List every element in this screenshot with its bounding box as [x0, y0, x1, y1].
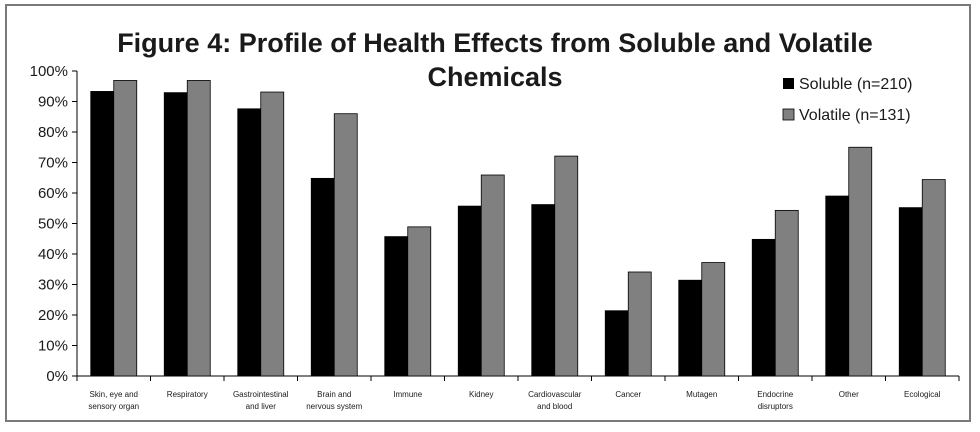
y-tick-label: 50% [38, 216, 68, 233]
category-label: sensory organ [88, 402, 139, 411]
category-label: Immune [393, 390, 422, 399]
bar-volatile [333, 113, 358, 377]
y-tick-label: 20% [38, 307, 68, 324]
legend-label-volatile: Volatile (n=131) [799, 107, 911, 124]
category-label: disruptors [758, 402, 793, 411]
category-label: Respiratory [167, 390, 208, 399]
y-tick-label: 40% [38, 246, 68, 263]
bar-soluble [531, 204, 556, 377]
bar-soluble [90, 91, 115, 377]
bar-volatile [701, 262, 726, 377]
chart-frame: Figure 4: Profile of Health Effects from… [5, 4, 971, 422]
bar-volatile [627, 271, 652, 377]
legend: Soluble (n=210) Volatile (n=131) [782, 76, 912, 124]
bar-soluble [457, 205, 482, 377]
y-tick-label: 0% [46, 368, 68, 385]
bar-volatile [480, 174, 505, 377]
category-label: and blood [537, 402, 572, 411]
y-tick-label: 90% [38, 94, 68, 111]
category-label: Gastrointestinal [233, 390, 289, 399]
bar-chart: Figure 4: Profile of Health Effects from… [30, 28, 960, 411]
category-label: Cardiovascular [528, 390, 582, 399]
legend-swatch-volatile [782, 108, 795, 121]
chart-title-line-2: Chemicals [427, 62, 562, 92]
category-label: nervous system [306, 402, 362, 411]
y-tick-label: 100% [30, 63, 68, 80]
y-tick-label: 80% [38, 124, 68, 141]
chart-title-line-1: Figure 4: Profile of Health Effects from… [117, 28, 873, 58]
bar-volatile [848, 146, 873, 377]
bar-volatile [774, 209, 799, 377]
plot-area: 0% 10% 20% 30% 40% 50% 60% 70% 80% 90% 100% Skin, e… [30, 63, 960, 411]
y-tick-label: 30% [38, 277, 68, 294]
legend-label-soluble: Soluble (n=210) [799, 76, 912, 93]
category-label: Kidney [469, 390, 493, 399]
bar-soluble [898, 207, 923, 377]
category-label: Brain and [317, 390, 351, 399]
bar-volatile [921, 179, 946, 377]
category-label: Endocrine [757, 390, 794, 399]
bar-soluble [384, 236, 409, 377]
bar-soluble [237, 108, 262, 377]
legend-swatch-soluble [783, 78, 794, 89]
bar-volatile [260, 91, 285, 377]
y-tick-label: 10% [38, 338, 68, 355]
bar-volatile [186, 80, 211, 377]
category-label: Cancer [615, 390, 641, 399]
bar-soluble [678, 279, 703, 377]
bar-volatile [113, 80, 138, 377]
bar-soluble [604, 310, 629, 377]
y-tick-label: 70% [38, 155, 68, 172]
y-tick-label: 60% [38, 185, 68, 202]
category-label: Other [839, 390, 859, 399]
bar-soluble [163, 92, 188, 377]
category-label: Mutagen [686, 390, 717, 399]
bar-volatile [407, 226, 432, 377]
category-label: Skin, eye and [90, 390, 138, 399]
bar-soluble [825, 195, 850, 377]
category-label: and liver [246, 402, 277, 411]
bar-soluble [751, 238, 776, 377]
bar-volatile [554, 155, 579, 377]
bar-soluble [310, 177, 335, 377]
category-label: Ecological [904, 390, 941, 399]
